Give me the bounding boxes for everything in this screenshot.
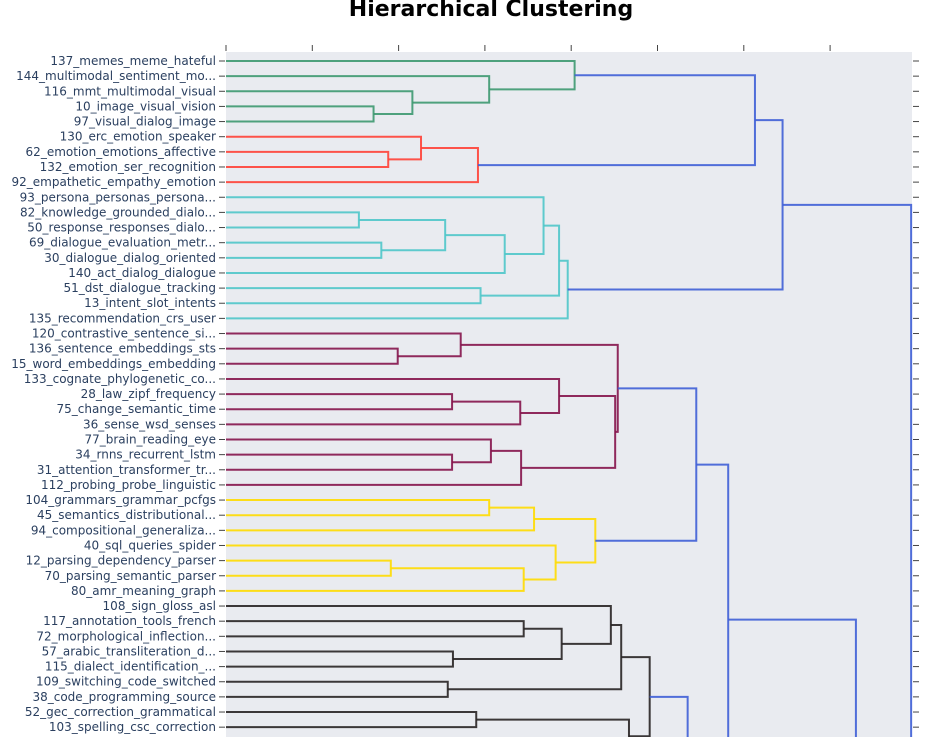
leaf-label: 13_intent_slot_intents <box>84 296 216 310</box>
chart-title: Hierarchical Clustering <box>348 0 634 22</box>
leaf-label: 69_dialogue_evaluation_metr... <box>29 236 216 250</box>
leaf-label: 28_law_zipf_frequency <box>81 387 216 401</box>
leaf-label: 62_emotion_emotions_affective <box>26 145 216 159</box>
leaf-label: 75_change_semantic_time <box>57 402 216 416</box>
leaf-label: 34_rnns_recurrent_lstm <box>75 448 216 462</box>
leaf-label: 51_dst_dialogue_tracking <box>63 281 216 295</box>
leaf-label: 82_knowledge_grounded_dialo... <box>20 205 216 219</box>
leaf-label: 52_gec_correction_grammatical <box>25 705 216 719</box>
leaf-labels: 137_memes_meme_hateful144_multimodal_sen… <box>11 54 216 734</box>
leaf-label: 132_emotion_ser_recognition <box>40 160 216 174</box>
leaf-label: 70_parsing_semantic_parser <box>45 569 216 583</box>
leaf-label: 36_sense_wsd_senses <box>83 417 216 431</box>
dendrogram-link-blue <box>696 463 730 737</box>
leaf-label: 112_probing_probe_linguistic <box>41 478 216 492</box>
leaf-label: 115_dialect_identification_... <box>45 660 216 674</box>
leaf-label: 10_image_visual_vision <box>75 99 216 113</box>
leaf-label: 109_switching_code_switched <box>36 675 216 689</box>
leaf-label: 77_brain_reading_eye <box>84 433 216 447</box>
leaf-label: 130_erc_emotion_speaker <box>60 130 216 144</box>
leaf-label: 144_multimodal_sentiment_mo... <box>16 69 216 83</box>
leaf-label: 117_annotation_tools_french <box>43 614 216 628</box>
leaf-label: 50_response_responses_dialo... <box>27 221 216 235</box>
dendrogram-link-blue <box>782 203 913 737</box>
leaf-label: 57_arabic_transliteration_d... <box>42 644 216 658</box>
leaf-label: 136_sentence_embeddings_sts <box>29 342 216 356</box>
leaf-label: 116_mmt_multimodal_visual <box>44 84 216 98</box>
leaf-label: 45_semantics_distributional... <box>37 508 216 522</box>
leaf-label: 137_memes_meme_hateful <box>50 54 216 68</box>
leaf-label: 104_grammars_grammar_pcfgs <box>25 493 216 507</box>
leaf-label: 103_spelling_csc_correction <box>49 720 216 734</box>
leaf-label: 30_dialogue_dialog_oriented <box>44 251 216 265</box>
leaf-label: 92_empathetic_empathy_emotion <box>12 175 217 189</box>
leaf-label: 120_contrastive_sentence_si... <box>32 327 216 341</box>
leaf-label: 31_attention_transformer_tr... <box>37 463 216 477</box>
dendrogram-link-black <box>476 718 630 737</box>
leaf-label: 72_morphological_inflection... <box>36 629 216 643</box>
leaf-label: 97_visual_dialog_image <box>74 115 216 129</box>
leaf-label: 140_act_dialog_dialogue <box>68 266 216 280</box>
leaf-label: 135_recommendation_crs_user <box>29 311 216 325</box>
leaf-label: 93_persona_personas_persona... <box>20 190 216 204</box>
leaf-label: 108_sign_gloss_asl <box>103 599 216 613</box>
leaf-label: 80_amr_meaning_graph <box>71 584 216 598</box>
axis-ticks <box>219 45 919 728</box>
leaf-label: 38_code_programming_source <box>32 690 216 704</box>
dendrogram-links <box>226 60 913 737</box>
leaf-label: 133_cognate_phylogenetic_co... <box>24 372 216 386</box>
dendrogram-link-blue <box>728 618 857 737</box>
leaf-label: 12_parsing_dependency_parser <box>26 554 216 568</box>
leaf-label: 94_compositional_generaliza... <box>31 523 216 537</box>
dendrogram-link-blue <box>649 695 689 737</box>
leaf-label: 15_word_embeddings_embedding <box>11 357 216 371</box>
leaf-label: 40_sql_queries_spider <box>84 538 216 552</box>
